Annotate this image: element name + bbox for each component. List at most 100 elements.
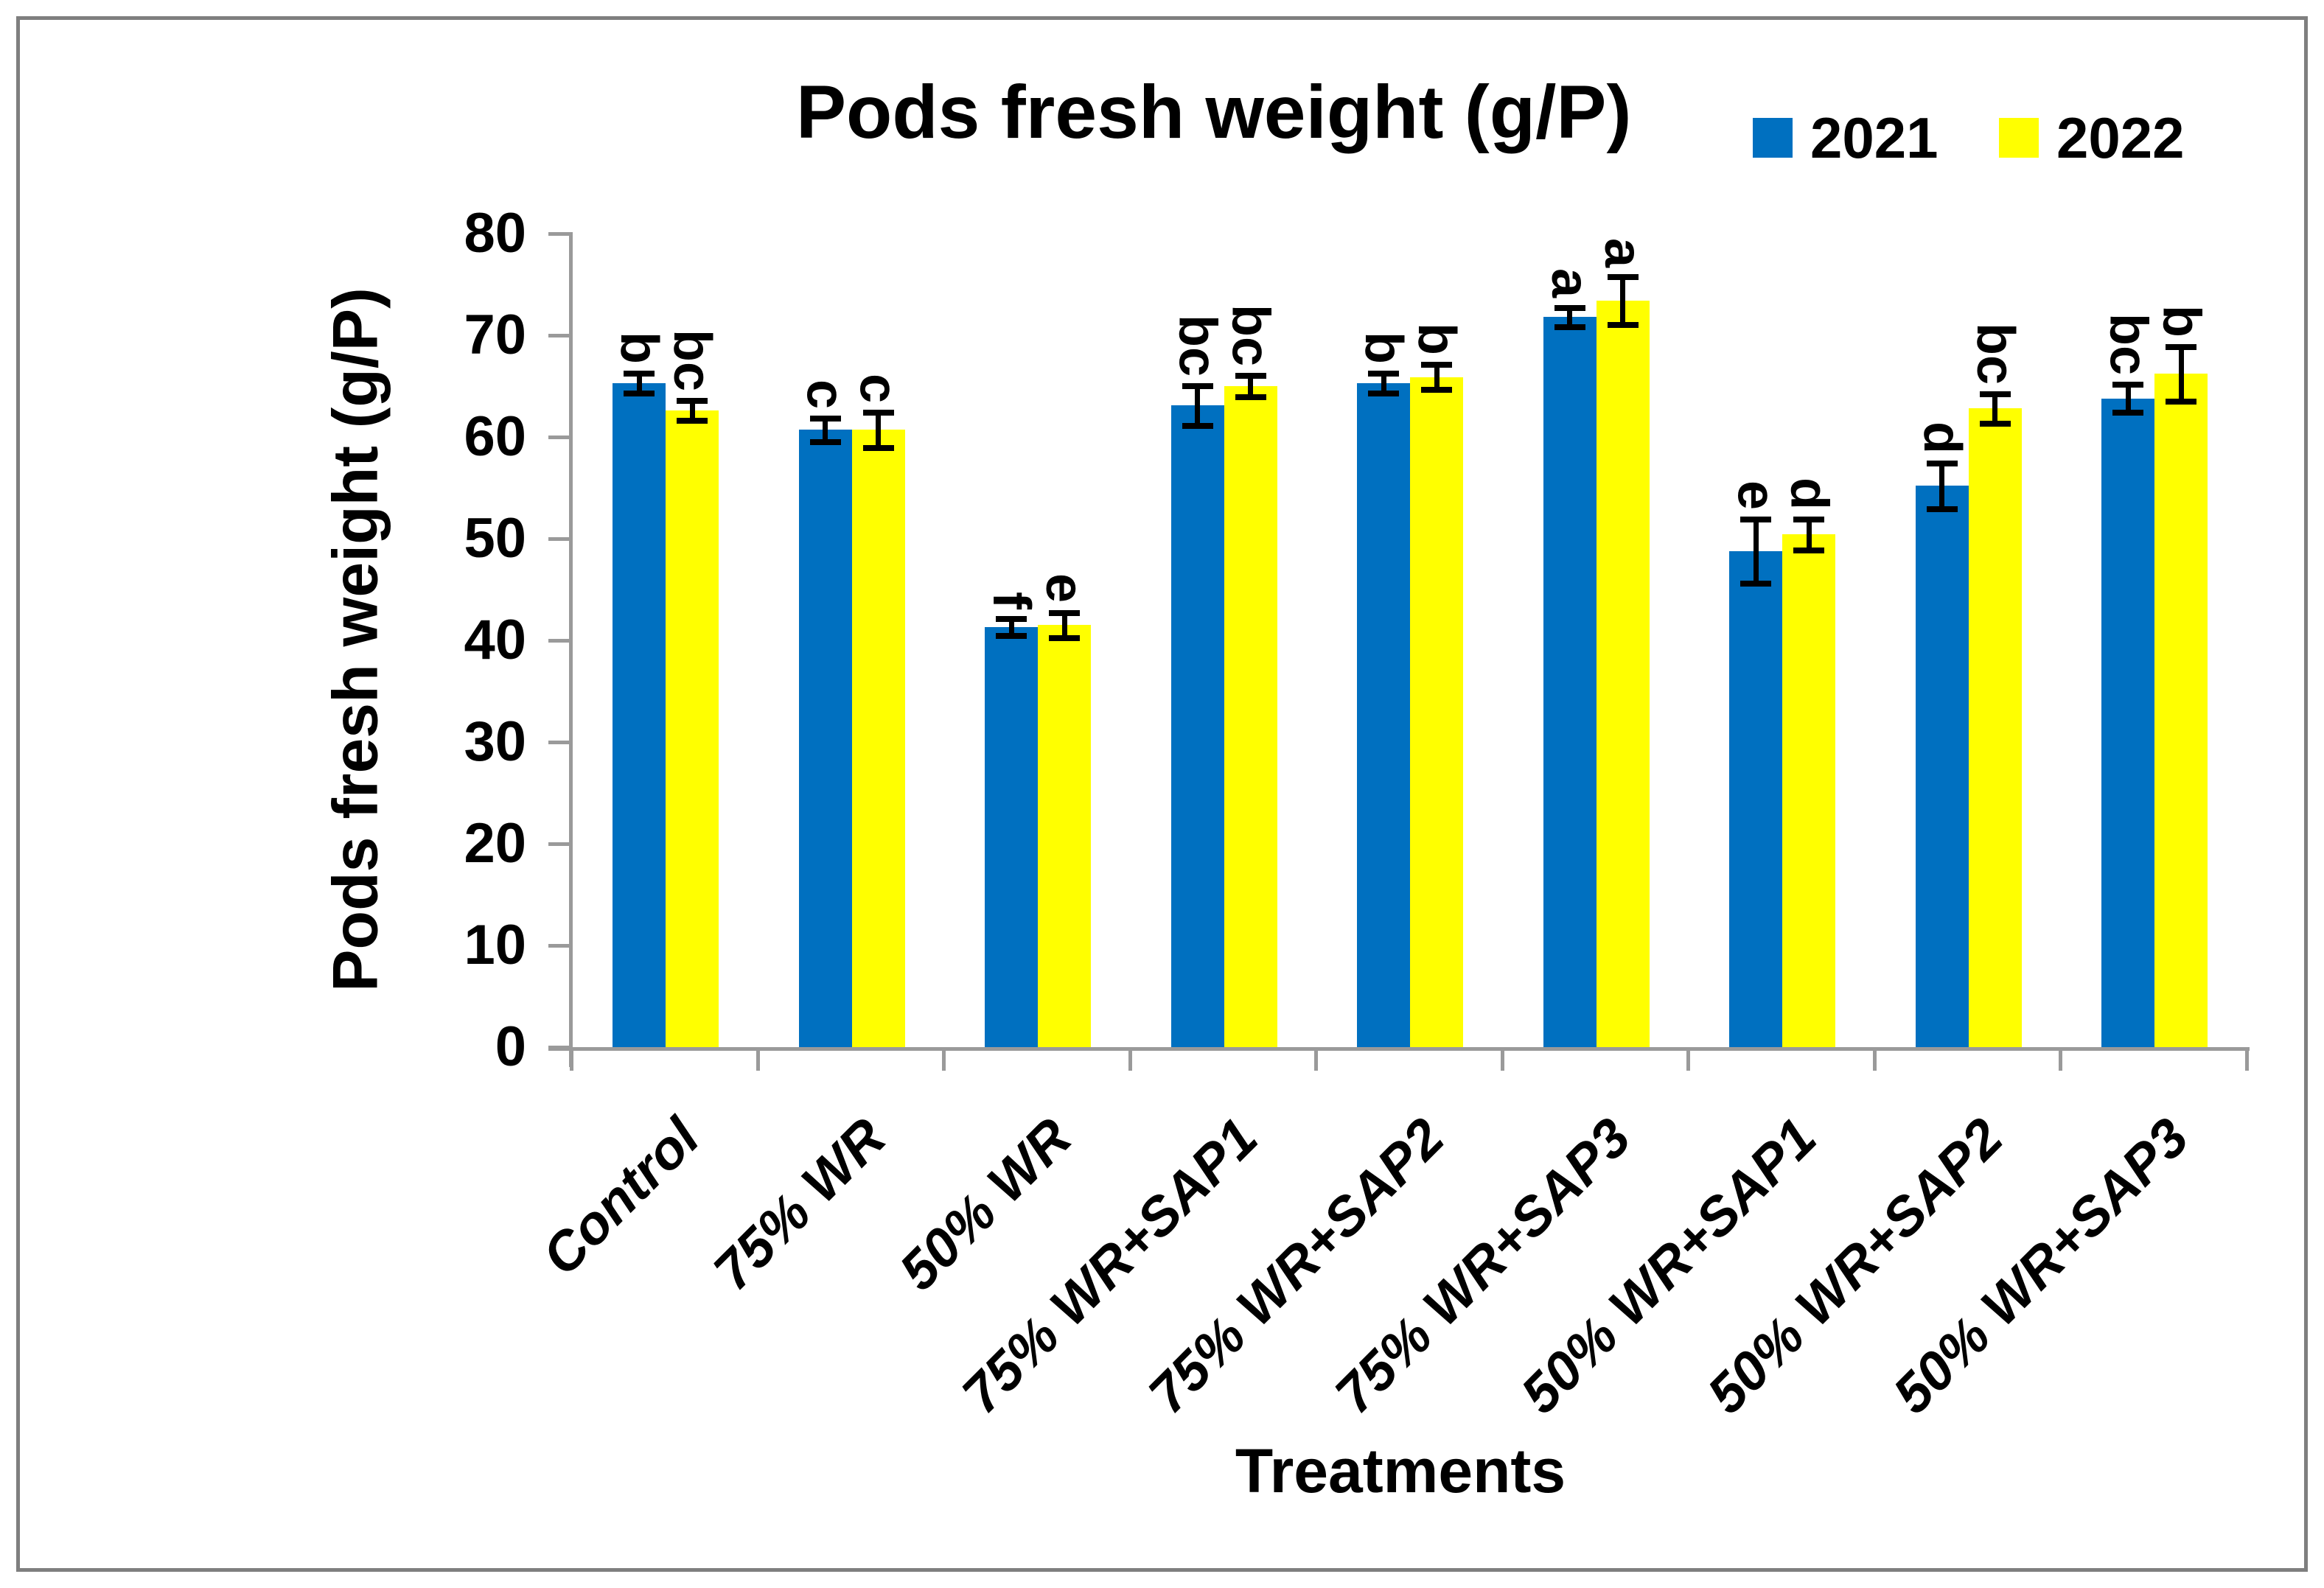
error-bar-cap-top-2022-50-wr-sap2 <box>1979 391 2011 397</box>
error-bar-line-2021-control <box>636 376 642 391</box>
y-tick <box>548 436 569 439</box>
y-tick <box>548 334 569 337</box>
sig-letter-2021-50-wr: f <box>982 591 1041 609</box>
error-bar-line-2022-50-wr <box>1061 615 1067 636</box>
error-bar-cap-bottom-2021-50-wr-sap1 <box>1740 580 1772 587</box>
x-tick <box>1314 1050 1319 1071</box>
y-tick-label: 50 <box>464 507 526 570</box>
error-bar-cap-bottom-2021-50-wr-sap2 <box>1926 506 1958 512</box>
error-bar-line-2022-75-wr-sap1 <box>1248 377 1254 395</box>
sig-letter-2022-50-wr-sap2: bc <box>1965 322 2025 385</box>
error-bar-cap-top-2022-75-wr-sap2 <box>1421 361 1453 368</box>
y-tick-label: 70 <box>464 304 526 366</box>
bar-2022-75-wr-sap1 <box>1224 386 1277 1047</box>
error-bar-line-2022-75-wr-sap2 <box>1434 366 1440 388</box>
error-bar-cap-bottom-2022-50-wr-sap1 <box>1793 548 1825 554</box>
sig-letter-2022-75-wr-sap1: bc <box>1221 304 1280 366</box>
sig-letter-2022-50-wr-sap1: d <box>1779 477 1839 510</box>
error-bar-cap-bottom-2022-75-wr <box>862 445 894 452</box>
error-bar-cap-bottom-2021-50-wr <box>996 633 1027 640</box>
x-tick <box>1128 1050 1132 1071</box>
error-bar-line-2022-50-wr-sap3 <box>2178 349 2184 399</box>
x-tick <box>942 1050 946 1071</box>
error-bar-cap-bottom-2022-control <box>677 417 708 424</box>
bar-2022-75-wr-sap2 <box>1410 377 1464 1047</box>
bar-2022-50-wr-sap1 <box>1782 534 1836 1047</box>
sig-letter-2021-75-wr: c <box>795 379 855 409</box>
y-tick <box>548 232 569 236</box>
error-bar-line-2022-50-wr-sap1 <box>1806 521 1812 548</box>
error-bar-line-2021-50-wr-sap3 <box>2125 387 2131 410</box>
error-bar-cap-bottom-2022-75-wr-sap3 <box>1607 322 1639 329</box>
y-tick <box>548 944 569 948</box>
y-tick <box>548 537 569 541</box>
error-bar-cap-top-2022-75-wr <box>862 409 894 416</box>
x-category-label-75-wr: 75% WR <box>701 1106 897 1302</box>
legend-label-2022: 2022 <box>2056 105 2185 170</box>
legend-label-2021: 2021 <box>1810 105 1939 170</box>
error-bar-line-2021-75-wr <box>823 420 828 439</box>
x-axis-line <box>548 1047 2250 1051</box>
bar-2021-75-wr-sap2 <box>1357 382 1411 1047</box>
sig-letter-2022-75-wr-sap3: a <box>1593 238 1653 268</box>
x-tick <box>756 1050 760 1071</box>
y-tick-label: 40 <box>464 609 526 671</box>
bar-2021-75-wr-sap1 <box>1170 405 1224 1047</box>
error-bar-line-2021-50-wr-sap1 <box>1753 521 1759 581</box>
error-bar-cap-bottom-2021-control <box>624 390 655 396</box>
y-tick <box>548 639 569 643</box>
sig-letter-2022-75-wr: c <box>848 373 908 403</box>
error-bar-cap-top-2022-75-wr-sap1 <box>1235 372 1266 379</box>
bar-2021-50-wr-sap3 <box>2101 398 2155 1047</box>
error-bar-line-2021-75-wr-sap1 <box>1195 388 1201 423</box>
sig-letter-2022-control: bc <box>663 329 722 392</box>
x-tick <box>570 1050 573 1071</box>
y-axis-line <box>569 232 573 1067</box>
x-category-label-50-wr: 50% WR <box>887 1106 1084 1302</box>
figure-border <box>16 16 2308 1572</box>
error-bar-line-2022-75-wr <box>876 414 882 446</box>
error-bar-line-2022-control <box>689 403 695 418</box>
error-bar-line-2022-50-wr-sap2 <box>1992 396 1998 421</box>
bar-2022-control <box>666 410 719 1047</box>
x-tick <box>2245 1050 2249 1071</box>
legend-swatch-2021 <box>1753 118 1793 158</box>
y-tick-label: 20 <box>464 812 526 875</box>
y-tick <box>548 842 569 846</box>
y-tick-label: 10 <box>464 914 526 976</box>
legend-swatch-2022 <box>1999 118 2039 158</box>
error-bar-cap-top-2021-75-wr <box>809 415 841 422</box>
sig-letter-2021-control: b <box>610 332 669 365</box>
x-tick <box>1686 1050 1691 1071</box>
bar-2021-75-wr-sap3 <box>1543 317 1597 1047</box>
y-tick-label: 30 <box>464 710 526 773</box>
error-bar-cap-bottom-2021-75-wr-sap1 <box>1182 422 1213 429</box>
error-bar-cap-bottom-2021-75-wr-sap2 <box>1368 390 1400 396</box>
error-bar-cap-top-2022-50-wr-sap3 <box>2166 344 2197 351</box>
y-tick <box>548 1046 569 1049</box>
error-bar-cap-top-2022-50-wr <box>1049 609 1081 616</box>
error-bar-cap-top-2021-75-wr-sap3 <box>1554 304 1585 311</box>
sig-letter-2021-75-wr-sap1: bc <box>1168 314 1227 377</box>
error-bar-cap-bottom-2022-75-wr-sap1 <box>1235 394 1266 401</box>
error-bar-line-2021-50-wr-sap2 <box>1939 465 1945 506</box>
sig-letter-2021-75-wr-sap2: b <box>1354 332 1414 365</box>
error-bar-line-2022-75-wr-sap3 <box>1620 279 1626 323</box>
legend-item-2022: 2022 <box>1999 109 2185 167</box>
error-bar-cap-top-2022-75-wr-sap3 <box>1607 274 1639 281</box>
error-bar-cap-bottom-2021-75-wr-sap3 <box>1554 323 1585 330</box>
error-bar-cap-top-2021-75-wr-sap1 <box>1182 382 1213 389</box>
sig-letter-2021-50-wr-sap3: bc <box>2098 313 2158 376</box>
error-bar-line-2021-75-wr-sap3 <box>1567 309 1573 324</box>
sig-letter-2021-75-wr-sap3: a <box>1540 268 1599 298</box>
bar-2021-50-wr-sap2 <box>1915 486 1969 1047</box>
x-tick <box>1500 1050 1504 1071</box>
bar-2022-75-wr-sap3 <box>1596 301 1650 1047</box>
error-bar-cap-bottom-2021-75-wr <box>809 438 841 445</box>
error-bar-cap-top-2021-75-wr-sap2 <box>1368 371 1400 377</box>
bar-2021-control <box>613 382 666 1047</box>
error-bar-cap-top-2021-50-wr-sap1 <box>1740 516 1772 522</box>
error-bar-cap-top-2022-50-wr-sap1 <box>1793 516 1825 522</box>
